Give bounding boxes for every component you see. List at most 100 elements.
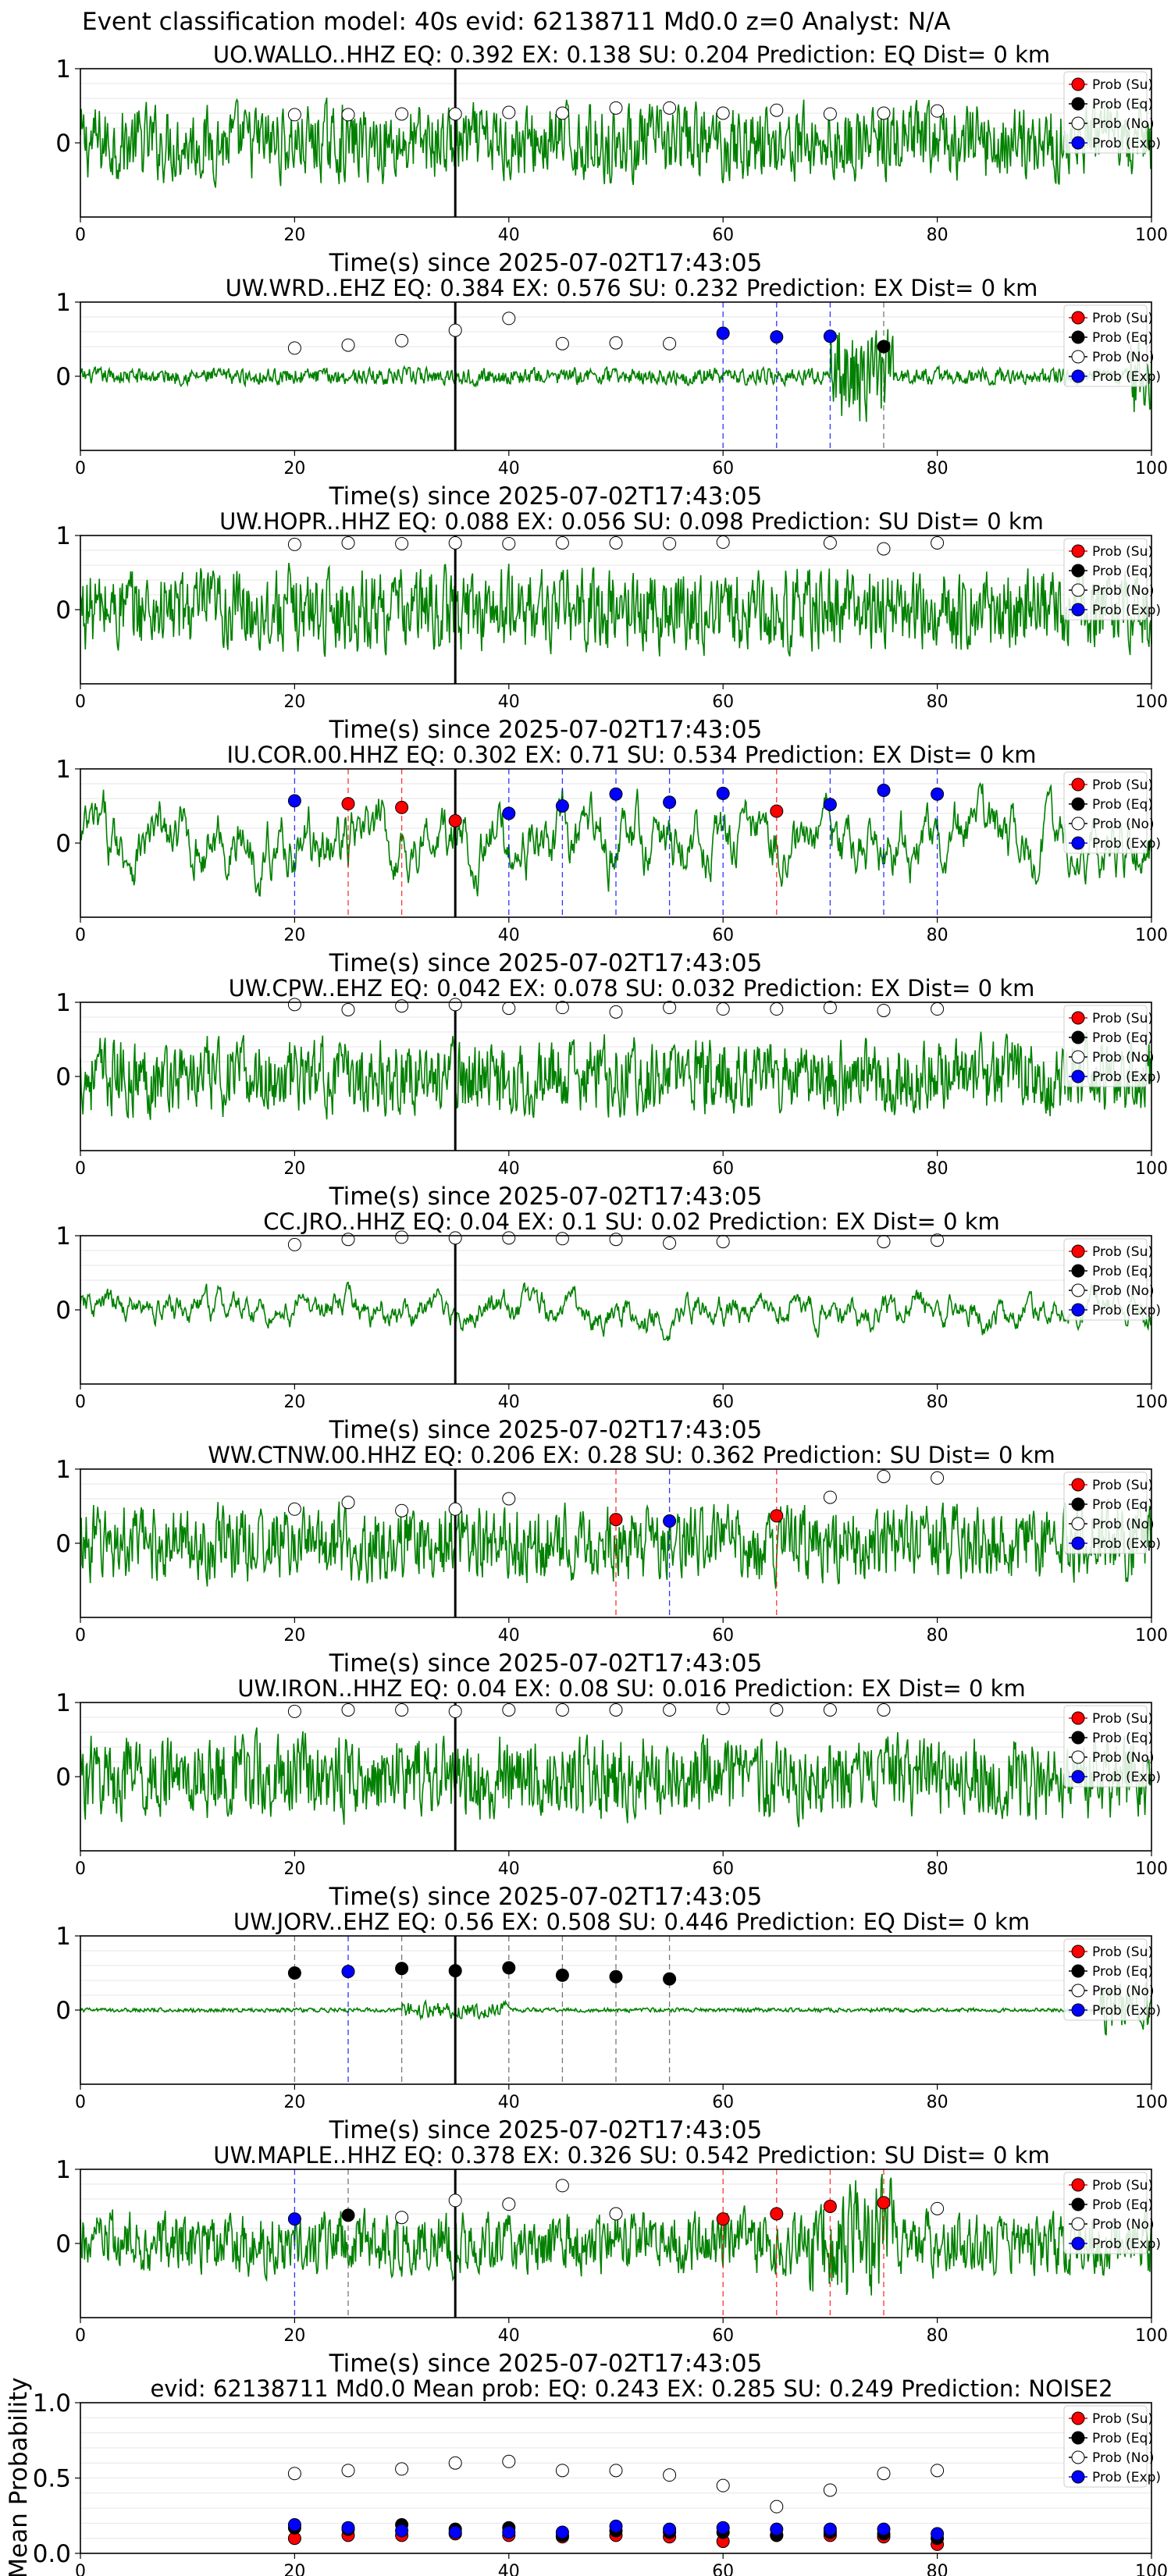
station-panel-0: UO.WALLO..HHZ EQ: 0.392 EX: 0.138 SU: 0.… — [55, 41, 1168, 277]
legend-marker-exp — [1071, 136, 1085, 150]
prob-marker-su — [448, 814, 462, 827]
prob-marker-no — [663, 536, 677, 550]
axes-frame — [80, 1935, 1152, 2085]
prob-marker-no — [341, 536, 355, 550]
prob-marker-no — [663, 1001, 677, 1015]
prob-marker-exp — [502, 806, 516, 820]
x-tick-label: 0 — [75, 692, 86, 712]
legend-label: Prob (Su) — [1092, 311, 1153, 326]
x-tick-label: 40 — [498, 226, 520, 245]
mean-probability-panel: evid: 62138711 Md0.0 Mean prob: EQ: 0.24… — [5, 2375, 1168, 2576]
mean-marker-exp — [663, 2522, 677, 2536]
panel-title: UO.WALLO..HHZ EQ: 0.392 EX: 0.138 SU: 0.… — [213, 41, 1050, 68]
legend-label: Prob (Exp) — [1092, 1536, 1161, 1552]
prob-marker-no — [931, 1233, 945, 1247]
legend-marker-su — [1071, 311, 1085, 325]
mean-marker-no — [609, 2464, 623, 2478]
legend-label: Prob (Eq) — [1092, 1731, 1153, 1746]
prob-marker-no — [716, 1002, 730, 1016]
mean-marker-no — [716, 2478, 730, 2492]
prob-marker-no — [609, 336, 623, 350]
x-tick-label: 80 — [927, 459, 949, 479]
prob-marker-no — [448, 2194, 462, 2208]
prob-marker-no — [502, 536, 516, 550]
axes-frame — [80, 301, 1152, 451]
legend-marker-no — [1071, 583, 1085, 597]
prob-marker-no — [341, 1496, 355, 1510]
prob-marker-no — [823, 1703, 837, 1717]
prob-marker-no — [555, 2179, 569, 2193]
prob-marker-su — [877, 2196, 891, 2210]
panel-title: UW.WRD..EHZ EQ: 0.384 EX: 0.576 SU: 0.23… — [226, 275, 1038, 301]
prob-marker-no — [663, 336, 677, 350]
x-tick-label: 100 — [1135, 1859, 1168, 1879]
legend-marker-exp — [1071, 1069, 1085, 1083]
x-tick-label: 40 — [498, 2326, 520, 2346]
legend-label: Prob (No) — [1092, 1517, 1155, 1532]
legend-marker-no — [1071, 1283, 1085, 1297]
legend-marker-no — [1071, 2450, 1085, 2464]
mean-marker-exp — [502, 2525, 516, 2539]
y-tick-label: 1 — [55, 289, 71, 317]
prob-marker-no — [341, 108, 355, 122]
prob-marker-exp — [555, 799, 569, 813]
prob-marker-no — [502, 1231, 516, 1245]
prob-marker-no — [287, 998, 301, 1012]
prob-marker-no — [663, 1236, 677, 1250]
prob-marker-no — [877, 1470, 891, 1483]
legend-marker-exp — [1071, 369, 1085, 383]
legend-label: Prob (Exp) — [1092, 2003, 1161, 2019]
prob-marker-no — [341, 1003, 355, 1016]
prob-marker-eq — [395, 1962, 409, 1976]
x-tick-label: 80 — [927, 2326, 949, 2346]
legend-marker-su — [1071, 2411, 1085, 2425]
legend-marker-exp — [1071, 2236, 1085, 2250]
prob-marker-no — [502, 2197, 516, 2211]
x-tick-label: 0 — [75, 2326, 86, 2346]
station-panel-7: UW.IRON..HHZ EQ: 0.04 EX: 0.08 SU: 0.016… — [55, 1675, 1168, 1911]
x-tick-label: 20 — [283, 459, 305, 479]
legend-marker-su — [1071, 77, 1085, 91]
y-tick-label: 1 — [55, 1456, 71, 1484]
prob-marker-no — [502, 311, 516, 326]
legend-marker-su — [1071, 1944, 1085, 1959]
prob-marker-su — [341, 797, 355, 811]
legend-label: Prob (No) — [1092, 817, 1155, 832]
x-tick-label: 60 — [712, 2093, 734, 2112]
axes-frame — [80, 1702, 1152, 1852]
mean-marker-no — [341, 2464, 355, 2478]
x-tick-label: 20 — [283, 1626, 305, 1646]
legend-label: Prob (Su) — [1092, 1944, 1153, 1960]
x-tick-label: 60 — [712, 2562, 734, 2576]
x-tick-label: 80 — [927, 926, 949, 945]
y-tick-label: 0 — [55, 830, 71, 858]
legend-marker-eq — [1071, 330, 1085, 344]
legend-label: Prob (Su) — [1092, 2178, 1153, 2194]
prob-marker-no — [823, 1001, 837, 1015]
prob-marker-no — [395, 1703, 409, 1717]
legend-label: Prob (Su) — [1092, 1244, 1153, 1260]
y-tick-label: 0.0 — [33, 2540, 71, 2568]
panel-title: UW.HOPR..HHZ EQ: 0.088 EX: 0.056 SU: 0.0… — [219, 508, 1044, 535]
y-tick-label: 0 — [55, 2230, 71, 2258]
x-tick-label: 100 — [1135, 2326, 1168, 2346]
legend-label: Prob (No) — [1092, 2450, 1155, 2466]
y-axis-label: Mean Probability — [5, 2377, 33, 2576]
prob-marker-su — [609, 1513, 623, 1527]
y-tick-label: 1 — [55, 1923, 71, 1951]
x-tick-label: 100 — [1135, 1626, 1168, 1646]
mean-marker-exp — [931, 2527, 945, 2541]
x-tick-label: 80 — [927, 1626, 949, 1646]
legend-label: Prob (Su) — [1092, 2411, 1153, 2427]
y-tick-label: 1 — [55, 1222, 71, 1251]
prob-marker-no — [502, 1703, 516, 1717]
prob-marker-no — [448, 107, 462, 121]
prob-marker-no — [341, 1703, 355, 1717]
prob-marker-exp — [931, 787, 945, 801]
legend-marker-no — [1071, 1750, 1085, 1764]
legend-marker-su — [1071, 1711, 1085, 1725]
legend-marker-no — [1071, 350, 1085, 364]
x-tick-label: 0 — [75, 459, 86, 479]
axes-frame — [80, 1002, 1152, 1151]
x-tick-label: 80 — [927, 1393, 949, 1412]
